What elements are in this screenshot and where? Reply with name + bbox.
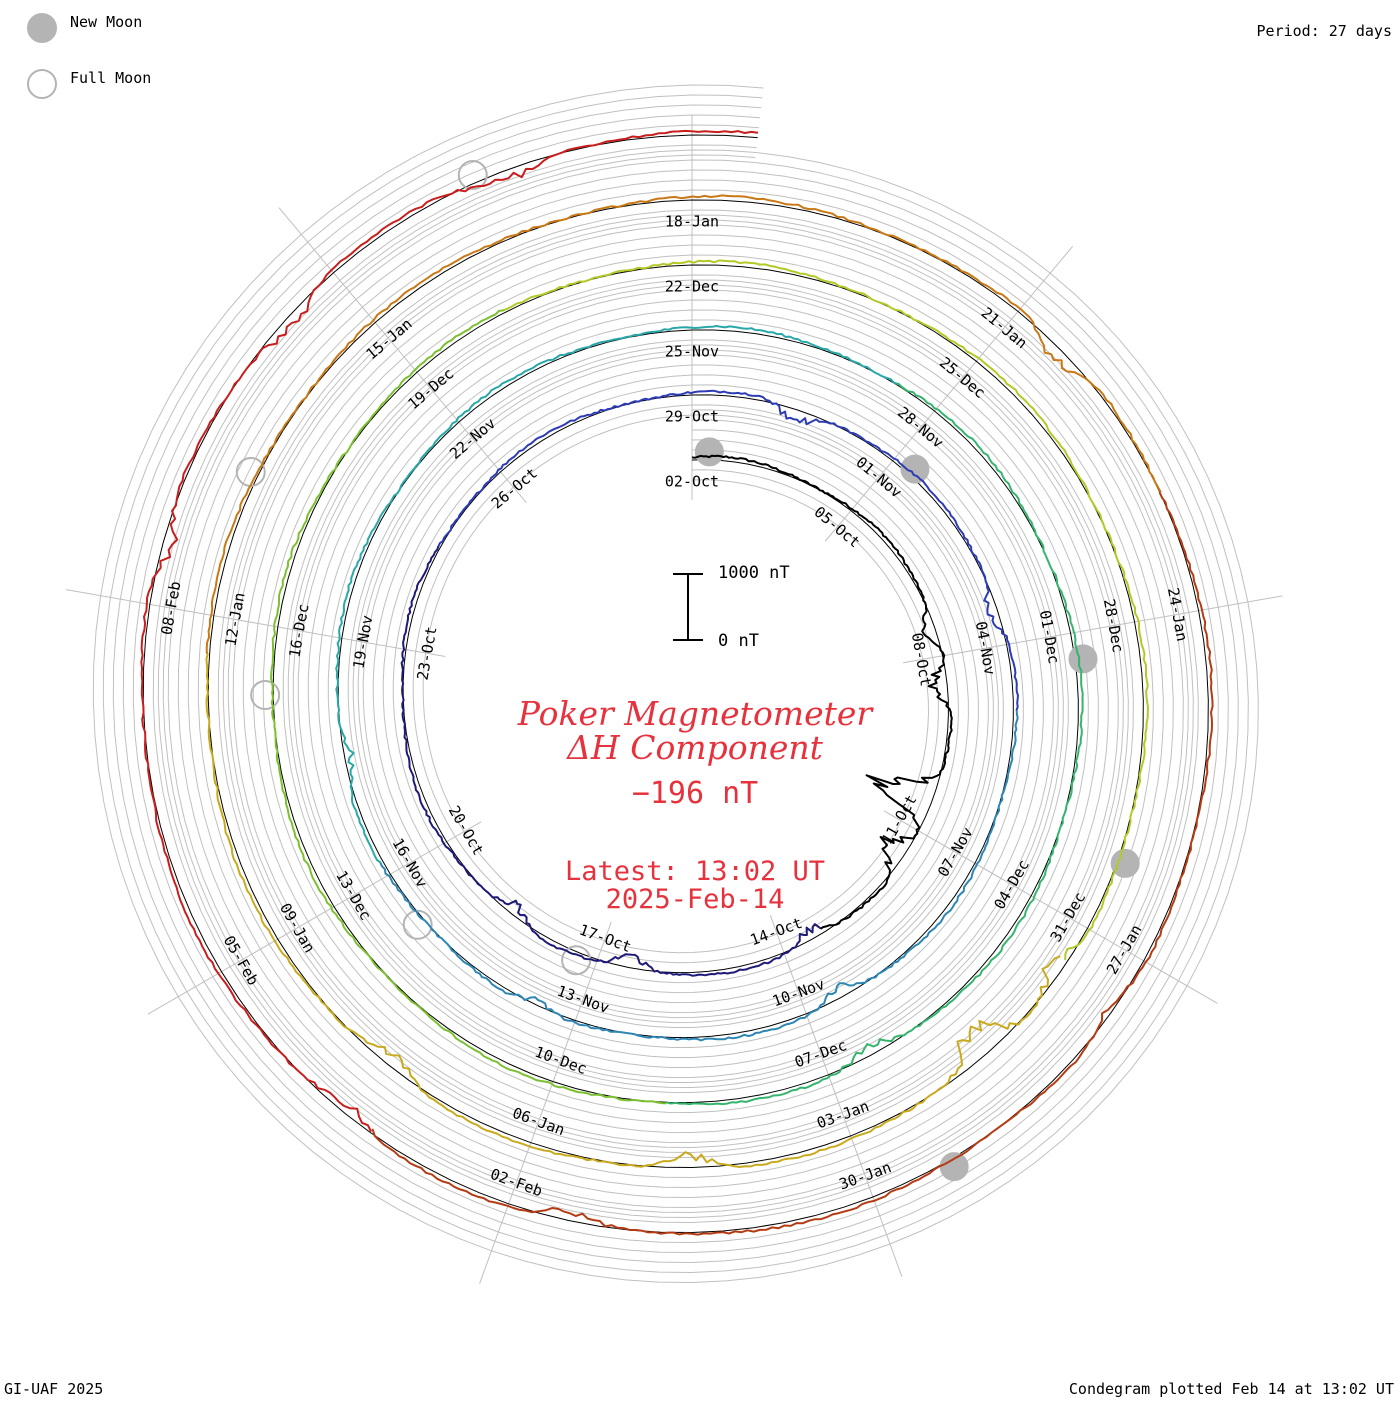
scale-bottom-label: 0 nT bbox=[718, 631, 759, 651]
grid-spoke bbox=[147, 821, 482, 1015]
grid-spiral bbox=[152, 144, 1199, 1224]
grid-spoke bbox=[278, 207, 527, 503]
trace-segment bbox=[379, 710, 1019, 1042]
date-label: 22-Dec bbox=[665, 278, 719, 296]
date-label: 08-Feb bbox=[157, 580, 184, 636]
footer-plot-time: Condegram plotted Feb 14 at 13:02 UT bbox=[1068, 1380, 1394, 1398]
grid-spiral bbox=[122, 114, 1229, 1254]
grid-spoke bbox=[824, 246, 1074, 542]
date-label: 19-Nov bbox=[349, 614, 376, 670]
chart-title-line1: Poker Magnetometer bbox=[517, 694, 873, 733]
full-moon-marker bbox=[457, 160, 488, 191]
trace-segment bbox=[437, 389, 1019, 711]
grid-spiral bbox=[132, 124, 1219, 1244]
date-label: 23-Oct bbox=[413, 625, 440, 681]
date-label: 03-Jan bbox=[814, 1097, 871, 1132]
date-label: 13-Nov bbox=[555, 982, 612, 1017]
date-label: 24-Jan bbox=[1164, 586, 1191, 642]
period-label: Period: 27 days bbox=[1256, 22, 1392, 40]
trace-segment bbox=[503, 259, 1149, 961]
trace-segment bbox=[691, 454, 953, 930]
full-moon-icon bbox=[27, 69, 57, 99]
date-label: 25-Nov bbox=[665, 343, 719, 361]
scale-top-label: 1000 nT bbox=[718, 563, 790, 583]
latest-time: Latest: 13:02 UT 2025-Feb-14 bbox=[450, 858, 940, 914]
date-label: 02-Feb bbox=[488, 1165, 545, 1200]
new-moon-marker bbox=[1068, 644, 1098, 674]
new-moon-marker bbox=[1110, 848, 1140, 878]
date-label: 28-Dec bbox=[1100, 597, 1127, 653]
grid-spiral bbox=[102, 94, 1249, 1274]
date-label: 07-Dec bbox=[792, 1036, 849, 1071]
full-moon-marker bbox=[235, 456, 266, 487]
date-label: 04-Nov bbox=[972, 620, 999, 676]
grid-spoke bbox=[769, 914, 903, 1278]
trace-segment bbox=[140, 129, 759, 1133]
grid-spoke bbox=[479, 921, 612, 1284]
grid-spiral bbox=[112, 104, 1239, 1264]
date-label: 30-Jan bbox=[837, 1158, 894, 1193]
trace-segment bbox=[270, 309, 667, 1105]
full-moon-marker bbox=[250, 680, 281, 711]
date-label: 12-Jan bbox=[221, 591, 248, 647]
date-label: 06-Jan bbox=[510, 1104, 567, 1139]
new-moon-marker bbox=[900, 454, 930, 484]
date-label: 01-Dec bbox=[1036, 609, 1063, 665]
trace-segment bbox=[400, 545, 822, 977]
legend-full-moon-label: Full Moon bbox=[70, 69, 152, 87]
date-label: 29-Oct bbox=[665, 408, 719, 426]
grid-spoke bbox=[883, 810, 1218, 1004]
current-value: −196 nT bbox=[631, 776, 759, 811]
latest-time-line: Latest: 13:02 UT bbox=[564, 856, 826, 887]
date-label: 10-Dec bbox=[532, 1043, 589, 1078]
trace-segment bbox=[335, 325, 899, 864]
footer-credit: GI-UAF 2025 bbox=[4, 1380, 104, 1398]
date-label: 15-Jan bbox=[363, 315, 416, 364]
trace-segment bbox=[665, 382, 1084, 1106]
trace-segment bbox=[205, 653, 1061, 1168]
grid-spiral bbox=[92, 84, 1259, 1284]
new-moon-icon bbox=[27, 13, 57, 43]
trace-segment bbox=[371, 491, 1214, 1236]
grid-spoke bbox=[903, 595, 1283, 664]
traces-layer bbox=[140, 129, 1214, 1236]
date-label: 02-Oct bbox=[665, 473, 719, 491]
scale-bar bbox=[673, 573, 703, 641]
chart-title-line2: ΔH Component bbox=[567, 728, 823, 767]
moon-markers-layer bbox=[235, 160, 1140, 1182]
trace-segment bbox=[205, 194, 1162, 654]
full-moon-marker bbox=[402, 909, 433, 940]
date-label: 16-Dec bbox=[285, 602, 312, 658]
date-label: 26-Oct bbox=[488, 464, 541, 513]
grid-spiral bbox=[162, 154, 1189, 1214]
date-label: 10-Nov bbox=[770, 975, 827, 1010]
latest-date-line: 2025-Feb-14 bbox=[605, 884, 785, 915]
grid-spoke bbox=[66, 589, 446, 657]
chart-title: Poker Magnetometer ΔH Component bbox=[450, 697, 940, 765]
new-moon-marker bbox=[694, 437, 724, 467]
new-moon-marker bbox=[939, 1152, 969, 1182]
date-label: 18-Jan bbox=[665, 213, 719, 231]
legend-new-moon-label: New Moon bbox=[70, 13, 143, 31]
